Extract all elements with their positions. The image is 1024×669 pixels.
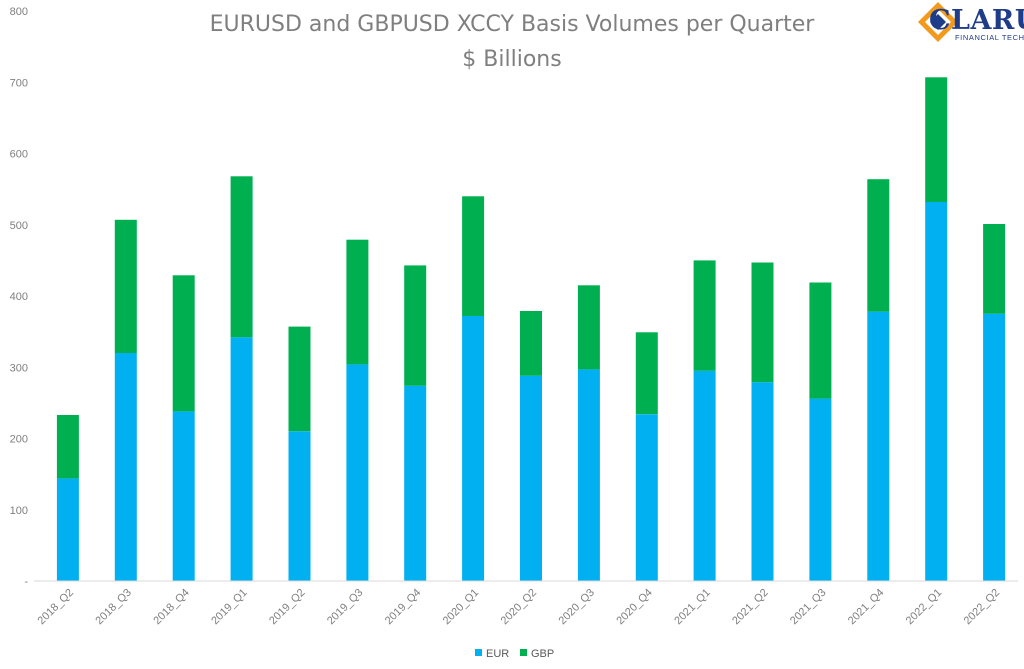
bar-eur <box>114 353 137 581</box>
bar-eur <box>404 385 427 581</box>
x-tick-label: 2020_Q3 <box>557 587 597 627</box>
chart-subtitle: $ Billions <box>462 47 561 72</box>
bar-eur <box>983 313 1006 581</box>
legend-swatch-eur <box>475 649 482 656</box>
bar-eur <box>635 414 658 581</box>
clarus-logo: CLARUS FINANCIAL TECHNOLOGY <box>918 2 1024 42</box>
legend-swatch-gbp <box>520 649 527 656</box>
bar-eur <box>925 201 948 581</box>
bar-gbp <box>404 265 427 386</box>
bar-gbp <box>577 285 600 370</box>
x-tick-label: 2021_Q1 <box>672 587 712 627</box>
bar-eur <box>346 364 369 581</box>
bar-eur <box>520 375 542 581</box>
bar-gbp <box>288 326 311 432</box>
x-axis: 2018_Q2 2018_Q3 2018_Q4 2019_Q1 2019_Q2 2019_… <box>36 587 1003 627</box>
x-tick-label: 2019_Q2 <box>267 587 307 627</box>
x-tick-label: 2018_Q4 <box>151 587 191 627</box>
y-tick-label: - <box>24 576 28 588</box>
x-tick-label: 2020_Q1 <box>441 587 481 627</box>
bar-gbp <box>172 275 195 412</box>
y-tick-label: 400 <box>10 291 28 303</box>
x-tick-label: 2019_Q3 <box>325 587 365 627</box>
bar-gbp <box>520 311 542 376</box>
bar-gbp <box>346 239 369 365</box>
y-tick-label: 300 <box>10 362 28 374</box>
y-tick-label: 200 <box>10 434 28 446</box>
x-tick-label: 2018_Q2 <box>36 587 76 627</box>
y-axis: - 100 200 300 400 500 600 700 800 <box>10 6 29 588</box>
bar-gbp <box>751 262 774 383</box>
bar-eur <box>172 411 195 581</box>
x-tick-label: 2022_Q1 <box>904 587 944 627</box>
legend-label-gbp: GBP <box>531 648 554 660</box>
bar-gbp <box>56 415 79 479</box>
x-tick-label: 2021_Q3 <box>788 587 828 627</box>
bar-gbp <box>693 260 716 371</box>
bar-gbp <box>925 77 948 202</box>
x-tick-label: 2019_Q4 <box>383 587 423 627</box>
bar-gbp <box>867 179 890 312</box>
logo-diamond-core-icon <box>930 14 946 30</box>
bar-eur <box>230 337 253 581</box>
y-tick-label: 500 <box>10 220 28 232</box>
x-tick-label: 2019_Q1 <box>209 587 249 627</box>
bar-eur <box>462 315 485 581</box>
logo-tagline: FINANCIAL TECHNOLOGY <box>955 33 1024 42</box>
x-tick-label: 2018_Q3 <box>93 587 133 627</box>
y-tick-label: 700 <box>10 77 28 89</box>
bar-eur <box>867 311 890 581</box>
x-tick-label: 2021_Q4 <box>846 587 886 627</box>
x-tick-label: 2020_Q2 <box>499 587 539 627</box>
bar-eur <box>577 369 600 581</box>
bar-gbp <box>114 219 137 353</box>
bar-eur <box>288 431 311 581</box>
bar-eur <box>751 382 774 581</box>
bars <box>56 77 1006 581</box>
y-tick-label: 100 <box>10 505 28 517</box>
bar-gbp <box>462 196 485 316</box>
bar-gbp <box>983 224 1006 314</box>
bar-eur <box>809 398 832 581</box>
y-tick-label: 800 <box>10 6 28 18</box>
bar-gbp <box>635 332 658 415</box>
y-tick-label: 600 <box>10 149 28 161</box>
chart-title: EURUSD and GBPUSD XCCY Basis Volumes per… <box>210 12 816 37</box>
bar-eur <box>56 478 79 581</box>
x-tick-label: 2022_Q2 <box>962 587 1002 627</box>
x-tick-label: 2021_Q2 <box>730 587 770 627</box>
legend-label-eur: EUR <box>486 648 509 660</box>
x-tick-label: 2020_Q4 <box>614 587 654 627</box>
bar-gbp <box>230 176 253 338</box>
bar-gbp <box>809 282 832 399</box>
logo-wordmark: CLARUS <box>929 5 1024 36</box>
legend: EUR GBP <box>475 648 554 660</box>
bar-eur <box>693 370 716 581</box>
